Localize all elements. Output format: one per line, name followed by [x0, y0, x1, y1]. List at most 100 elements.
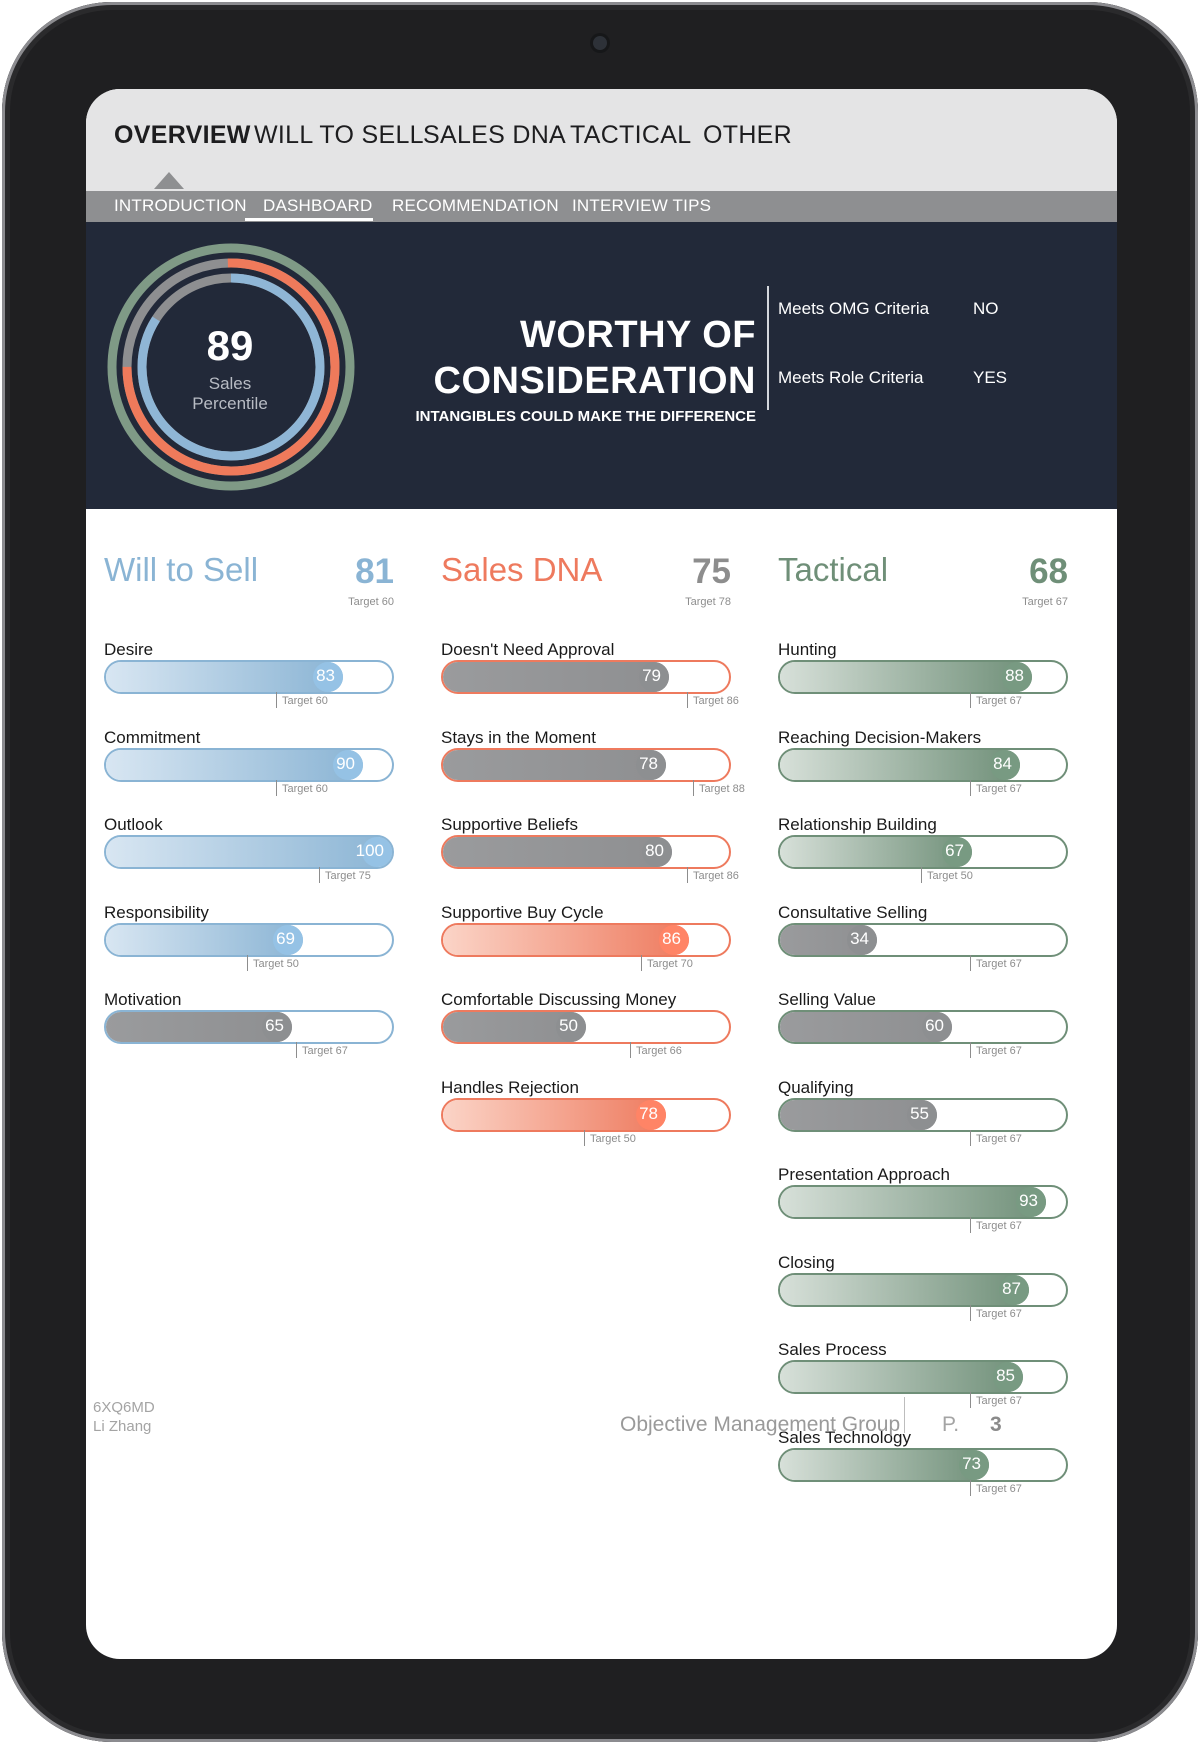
metric-target-label: Target 86	[693, 695, 739, 707]
metric-label: Responsibility	[104, 902, 209, 922]
metric-hunting: Hunting 88 Target 67	[778, 640, 1068, 720]
metric-bar-track: 78	[441, 1097, 731, 1132]
section-title: Sales DNA	[441, 551, 603, 588]
metric-target-label: Target 67	[976, 782, 1022, 795]
tab-overview[interactable]: OVERVIEW	[114, 121, 251, 149]
metric-bar-fill	[780, 1187, 1046, 1217]
summary-banner: 89 Sales Percentile WORTHY OF CONSIDERAT…	[86, 222, 1117, 509]
tab-tactical[interactable]: TACTICAL	[570, 121, 692, 149]
metric-target-label: Target 67	[976, 1132, 1022, 1145]
metric-bar-track: 87	[778, 1272, 1068, 1307]
metric-label: Handles Rejection	[441, 1077, 579, 1097]
metric-value: 85	[996, 1366, 1015, 1385]
metric-label: Qualifying	[778, 1077, 854, 1097]
metric-presentation-approach: Presentation Approach 93 Target 67	[778, 1165, 1068, 1245]
metric-bar-track: 93	[778, 1185, 1068, 1219]
metric-bar-track: 73	[778, 1447, 1068, 1482]
subtab-introduction[interactable]: INTRODUCTION	[114, 196, 247, 215]
metric-target-label: Target 67	[976, 1045, 1022, 1057]
metric-target-label: Target 66	[636, 1045, 682, 1057]
metric-target-marker	[970, 1304, 971, 1321]
subtab-interview-tips[interactable]: INTERVIEW TIPS	[572, 196, 712, 215]
metric-bar-knob	[990, 749, 1020, 780]
tab-sales-dna[interactable]: SALES DNA	[423, 121, 567, 149]
metric-label: Stays in the Moment	[441, 727, 596, 747]
metric-label: Supportive Beliefs	[441, 815, 579, 834]
metric-bar-track: 60	[778, 1010, 1068, 1044]
metric-label: Consultative Selling	[778, 902, 928, 922]
subtab-dashboard[interactable]: DASHBOARD	[263, 196, 373, 215]
metric-value: 83	[316, 666, 335, 685]
metric-value: 100	[355, 841, 384, 860]
subtab-recommendation[interactable]: RECOMMENDATION	[392, 196, 559, 215]
metric-target-marker	[319, 867, 320, 883]
metric-bar-knob	[1016, 1187, 1046, 1217]
metric-bar-track: 34	[778, 922, 1068, 957]
percentile-label-line2: Percentile	[192, 394, 268, 413]
metric-target-marker	[641, 954, 642, 971]
metric-target-label: Target 67	[976, 1307, 1022, 1320]
metric-bar-fill	[780, 1449, 989, 1480]
metric-bar-fill	[443, 924, 689, 955]
criteria-role-value: YES	[973, 368, 1008, 387]
metric-bar-knob	[659, 924, 689, 955]
metric-label: Desire	[104, 640, 154, 659]
metric-target-marker	[970, 1129, 971, 1146]
metric-bar-track: 65	[104, 1010, 394, 1044]
metric-target-label: Target 86	[693, 870, 739, 882]
metric-label: Motivation	[104, 990, 182, 1009]
metric-target-label: Target 50	[927, 870, 973, 882]
metric-motivation: Motivation 65 Target 67	[104, 990, 394, 1070]
metric-doesn-t-need-approval: Doesn't Need Approval 79 Target 86	[441, 640, 739, 720]
metric-value: 79	[642, 666, 661, 685]
ring-inner	[137, 273, 325, 461]
criteria-role-label: Meets Role Criteria	[778, 368, 924, 387]
metric-relationship-building: Relationship Building 67 Target 50	[778, 815, 1068, 895]
section-score: 81	[355, 552, 394, 591]
metric-value: 73	[962, 1453, 981, 1473]
metric-bar-fill	[780, 1274, 1029, 1305]
metric-supportive-buy-cycle: Supportive Buy Cycle 86 Target 70	[441, 903, 731, 983]
metric-bar-knob	[922, 1012, 952, 1042]
metric-bar-knob	[847, 924, 877, 955]
metric-value: 80	[645, 841, 664, 860]
metric-label: Reaching Decision-Makers	[778, 727, 982, 747]
tab-will-to-sell[interactable]: WILL TO SELL	[254, 121, 424, 149]
metric-label: Doesn't Need Approval	[441, 640, 615, 659]
sub-nav: INTRODUCTION DASHBOARD RECOMMENDATION IN…	[86, 191, 1117, 222]
metric-bar-knob	[993, 1362, 1023, 1392]
metric-label: Hunting	[778, 640, 837, 659]
metric-target-label: Target 75	[325, 870, 371, 882]
metric-bar-knob	[636, 749, 666, 780]
percentile-label: Sales Percentile	[156, 374, 304, 414]
section-score: 68	[1029, 552, 1068, 591]
metric-responsibility: Responsibility 69 Target 50	[104, 903, 394, 983]
metric-stays-in-the-moment: Stays in the Moment 78 Target 88	[441, 727, 745, 808]
criteria-omg-value: NO	[973, 299, 999, 318]
metric-sales-technology: Sales Technology 73 Target 67	[778, 1428, 1068, 1508]
metric-value: 78	[639, 1103, 658, 1123]
metric-target-label: Target 67	[976, 1220, 1022, 1232]
metric-commitment: Commitment 90 Target 60	[104, 728, 394, 808]
section-target: Target 67	[1022, 596, 1068, 608]
metric-comfortable-discussing-money: Comfortable Discussing Money 50 Target 66	[441, 990, 731, 1070]
metric-bar-fill	[106, 662, 343, 692]
metric-bar-fill	[106, 924, 303, 955]
metric-target-marker	[276, 779, 277, 796]
metric-value: 50	[559, 1016, 578, 1035]
metric-label: Relationship Building	[778, 815, 937, 834]
metric-target-marker	[687, 867, 688, 883]
metric-value: 88	[1005, 666, 1024, 685]
tab-other[interactable]: OTHER	[703, 121, 792, 149]
metric-value: 86	[662, 928, 681, 948]
metric-target-marker	[970, 692, 971, 708]
metric-value: 90	[336, 753, 355, 773]
percentile-value: 89	[206, 322, 254, 369]
metric-bar-knob	[333, 749, 363, 780]
metric-target-label: Target 60	[282, 695, 328, 707]
metric-target-marker	[970, 1479, 971, 1496]
metric-bar-knob	[639, 662, 669, 692]
verdict-divider	[767, 286, 769, 410]
metric-target-marker	[296, 1042, 297, 1058]
metric-target-marker	[970, 1392, 971, 1408]
